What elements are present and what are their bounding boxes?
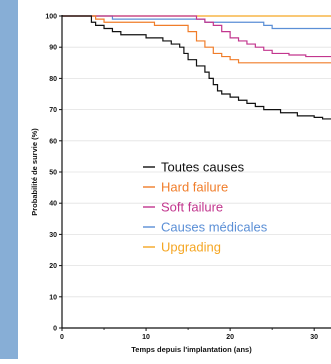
- legend-label-causes-m-dicales: Causes médicales: [161, 220, 268, 235]
- left-color-band: [0, 0, 18, 359]
- y-tick-label-0: 0: [53, 326, 57, 333]
- legend: Toutes causes Hard failure Soft failure Cau…: [143, 160, 268, 255]
- x-tick-label-20: 20: [226, 334, 234, 341]
- ticks: 0 10 20 30 40 50 60 70 80 90 100 0 10 20 30: [45, 14, 318, 342]
- series-line-soft-failure: [62, 15, 331, 58]
- y-axis-title: Probabilité de survie (%): [30, 128, 39, 216]
- series-lines: [62, 15, 331, 120]
- plot-area: 0 10 20 30 40 50 60 70 80 90 100 0 10 20 30 Temps depu…: [18, 0, 331, 359]
- legend-label-hard-failure: Hard failure: [161, 180, 228, 195]
- y-tick-label-90: 90: [49, 45, 57, 52]
- x-tick-label-10: 10: [142, 334, 150, 341]
- y-tick-label-100: 100: [45, 14, 57, 21]
- survival-chart: 0 10 20 30 40 50 60 70 80 90 100 0 10 20 30 Temps depu…: [30, 14, 331, 354]
- legend-label-upgrading: Upgrading: [161, 240, 221, 255]
- y-tick-label-70: 70: [49, 107, 57, 114]
- series-line-toutes-causes: [62, 15, 331, 120]
- legend-label-toutes-causes: Toutes causes: [161, 160, 245, 175]
- grid: [62, 15, 331, 298]
- x-axis-title: Temps depuis l'implantation (ans): [131, 345, 252, 354]
- legend-label-soft-failure: Soft failure: [161, 200, 223, 215]
- y-tick-label-20: 20: [49, 263, 57, 270]
- y-tick-label-80: 80: [49, 76, 57, 83]
- y-tick-label-30: 30: [49, 232, 57, 239]
- y-tick-label-60: 60: [49, 138, 57, 145]
- y-tick-label-50: 50: [49, 170, 57, 177]
- y-tick-label-10: 10: [49, 294, 57, 301]
- series-line-hard-failure: [62, 15, 331, 64]
- y-tick-label-40: 40: [49, 201, 57, 208]
- x-tick-label-30: 30: [310, 334, 318, 341]
- x-tick-label-0: 0: [60, 334, 64, 341]
